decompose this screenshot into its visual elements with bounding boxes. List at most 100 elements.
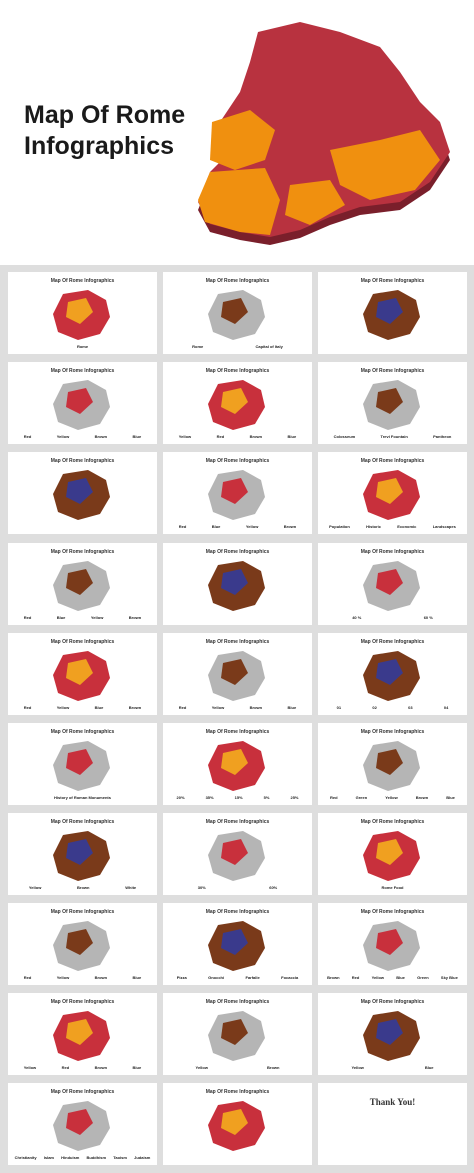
slide-label: Yellow (56, 975, 70, 980)
slide-map (363, 921, 420, 971)
slide-map (53, 1011, 110, 1061)
slide-map (53, 741, 110, 791)
slide-map (363, 741, 420, 791)
slide-thumbnail: Map Of Rome Infographics Rome Capital of I… (163, 272, 312, 354)
slide-thumbnail: Thank You! (318, 1083, 467, 1165)
slide-label: Brown (128, 615, 142, 620)
map-region (66, 298, 93, 324)
slide-label: Yellow (90, 615, 104, 620)
slide-label: 40 % (352, 615, 362, 620)
slide-map (53, 561, 110, 611)
slide-label: Landscapes (432, 524, 456, 529)
map-region (221, 298, 248, 324)
map-region (221, 569, 248, 595)
slide-label: Brown (249, 434, 263, 439)
slide-label: Red (178, 705, 187, 710)
slide-label: Trevi Fountain (380, 434, 408, 439)
hero-map (198, 22, 450, 245)
slide-title: Map Of Rome Infographics (205, 639, 270, 645)
slide-map (53, 470, 110, 520)
slide-labels: Red Blue Yellow Brown (167, 524, 308, 529)
slide-map (208, 470, 265, 520)
slide-title: Map Of Rome Infographics (205, 729, 270, 735)
slide-thumbnail: Map Of Rome Infographics 40 % 60 % (318, 543, 467, 625)
slide-thumbnail: Map Of Rome Infographics Red Green Yellow Br… (318, 723, 467, 805)
slide-thumbnail: Map Of Rome Infographics Rome Food (318, 813, 467, 895)
slide-label: Yellow (371, 975, 385, 980)
slide-labels: Yellow Blue (322, 1065, 463, 1070)
map-region (66, 929, 93, 955)
slide-label: Brown (283, 524, 297, 529)
map-region (376, 749, 403, 775)
slide-thumbnail: Map Of Rome Infographics Pizza Gnocchi Farf… (163, 903, 312, 985)
slide-labels: Pizza Gnocchi Farfalle Focaccia (167, 975, 308, 980)
slide-map (363, 380, 420, 430)
slide-title: Map Of Rome Infographics (50, 549, 115, 555)
slide-thumbnail: Map Of Rome Infographics 01 02 03 04 (318, 633, 467, 715)
slide-title: Map Of Rome Infographics (205, 549, 270, 555)
slide-label: Yellow (195, 1065, 208, 1070)
slide-title: Map Of Rome Infographics (205, 999, 270, 1005)
slide-label: Green (417, 975, 429, 980)
slide-title: Map Of Rome Infographics (360, 999, 425, 1005)
slide-title: Thank You! (369, 1097, 416, 1107)
slide-title: Map Of Rome Infographics (360, 368, 425, 374)
slide-label: Yellow (56, 434, 70, 439)
slide-map (53, 651, 110, 701)
slide-map (363, 1011, 420, 1061)
slide-label: Brown (267, 1065, 280, 1070)
slide-thumbnail: Map Of Rome Infographics (8, 452, 157, 534)
map-region (221, 1019, 248, 1045)
slide-thumbnail: Map Of Rome Infographics (318, 272, 467, 354)
slide-label: 01 (336, 705, 342, 710)
slide-label: Red (216, 434, 225, 439)
slide-map (363, 561, 420, 611)
slide-map (208, 1101, 265, 1151)
map-region (66, 388, 93, 414)
slide-labels: Yellow Red Brown Blue (12, 1065, 153, 1070)
slide-label: Buddhism (86, 1155, 107, 1160)
slide-label: Yellow (178, 434, 192, 439)
slide-map (363, 651, 420, 701)
slide-map (318, 1083, 467, 1165)
map-region (66, 839, 93, 865)
slide-title: Map Of Rome Infographics (50, 729, 115, 735)
slide-label: Farfalle (245, 975, 260, 980)
slide-labels: Red Yellow Brown Blue (12, 975, 153, 980)
map-region (376, 929, 403, 955)
slide-thumbnail: Map Of Rome Infographics Brown Red Yellow Bl… (318, 903, 467, 985)
slide-label: Sky Blue (440, 975, 458, 980)
slide-label: Judaism (134, 1155, 151, 1160)
slide-map (208, 741, 265, 791)
slide-map (53, 831, 110, 881)
slide-labels: Red Yellow Brown Blue (12, 434, 153, 439)
slide-label: 25% (290, 795, 299, 800)
slide-label: Blue (132, 975, 142, 980)
slide-title: Map Of Rome Infographics (205, 1089, 270, 1095)
map-region (221, 749, 248, 775)
slide-label: Blue (211, 524, 221, 529)
slide-labels: Yellow Brown (167, 1065, 308, 1070)
map-region (221, 388, 248, 414)
map-region (376, 569, 403, 595)
slide-thumbnail: Map Of Rome Infographics 20% 35% 15% 5% 25% (163, 723, 312, 805)
slide-label: Yellow (211, 705, 225, 710)
slide-thumbnail: Map Of Rome Infographics Red Blue Yellow Bro… (163, 452, 312, 534)
map-region (221, 1109, 248, 1135)
slide-label: Blue (56, 615, 66, 620)
slide-labels: Brown Red Yellow Blue Green Sky Blue (322, 975, 463, 980)
slide-thumbnail: Map Of Rome Infographics Yellow Brown White (8, 813, 157, 895)
slide-labels: Rome Food (322, 885, 463, 890)
slide-map (363, 831, 420, 881)
slide-thumbnail: Map Of Rome Infographics Colosseum Trevi F… (318, 362, 467, 444)
slide-title: Map Of Rome Infographics (205, 458, 270, 464)
slide-thumbnail: Map Of Rome Infographics Christianity Isla… (8, 1083, 157, 1165)
slide-label: Red (23, 975, 32, 980)
slide-label: Blue (446, 795, 455, 800)
map-region (376, 839, 403, 865)
slide-title: Map Of Rome Infographics (360, 278, 425, 284)
map-region (221, 659, 248, 685)
slide-labels: Rome Capital of Italy (167, 344, 308, 349)
slide-thumbnail: Map Of Rome Infographics Yellow Red Brown Bl… (163, 362, 312, 444)
